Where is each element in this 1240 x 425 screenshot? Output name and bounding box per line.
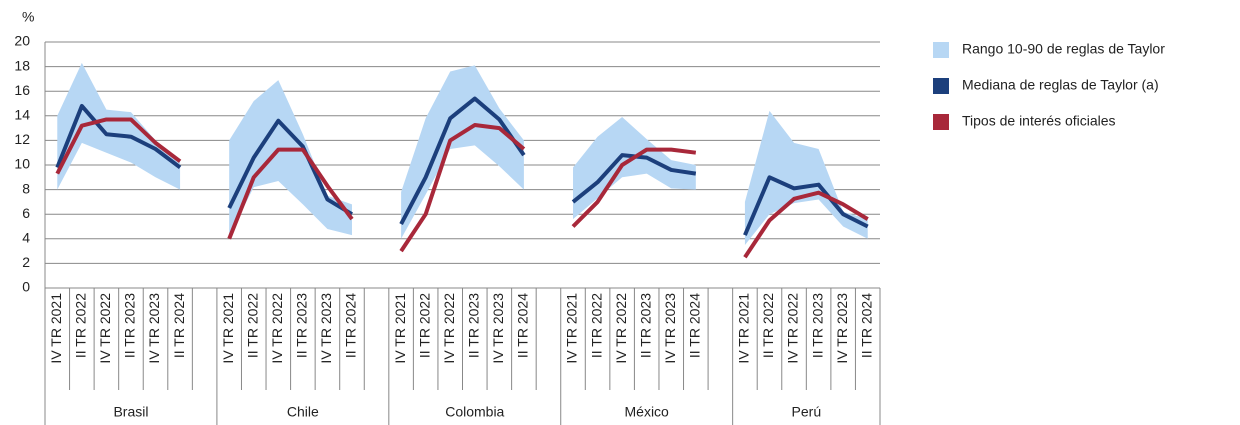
x-tick-label: II TR 2023: [294, 293, 310, 358]
x-tick-label: II TR 2024: [343, 293, 359, 358]
x-tick-label: IV TR 2022: [97, 293, 113, 364]
legend-label: Mediana de reglas de Taylor (a): [962, 77, 1159, 93]
group-label: Brasil: [113, 404, 148, 420]
x-tick-label: IV TR 2023: [146, 293, 162, 364]
y-tick-label: 2: [22, 254, 30, 270]
legend-label: Rango 10-90 de reglas de Taylor: [962, 41, 1165, 57]
x-tick-label: II TR 2023: [122, 293, 138, 358]
range-band: [57, 62, 181, 190]
range-band: [744, 110, 868, 245]
x-tick-label: IV TR 2023: [318, 293, 334, 364]
x-tick-label: IV TR 2023: [834, 293, 850, 364]
y-tick-label: 18: [14, 57, 30, 73]
x-tick-label: IV TR 2021: [392, 293, 408, 364]
group-label: México: [625, 404, 670, 420]
x-tick-label: II TR 2024: [171, 293, 187, 358]
x-tick-label: II TR 2023: [637, 293, 653, 358]
legend-swatch: [933, 42, 949, 58]
x-tick-label: IV TR 2022: [613, 293, 629, 364]
x-tick-label: IV TR 2022: [441, 293, 457, 364]
series-line: [55, 117, 869, 259]
series-line: [55, 96, 869, 236]
x-tick-label: IV TR 2022: [269, 293, 285, 364]
y-tick-label: 20: [14, 33, 30, 49]
y-tick-label: 14: [14, 107, 30, 123]
x-tick-label: II TR 2024: [687, 293, 703, 358]
x-tick-label: II TR 2023: [809, 293, 825, 358]
x-tick-label: II TR 2024: [858, 293, 874, 358]
x-tick-label: II TR 2022: [760, 293, 776, 358]
x-tick-label: IV TR 2023: [662, 293, 678, 364]
x-tick-label: II TR 2023: [465, 293, 481, 358]
y-tick-label: 4: [22, 230, 30, 246]
legend-swatch: [933, 78, 949, 94]
y-tick-label: 12: [14, 131, 30, 147]
y-tick-label: 16: [14, 82, 30, 98]
x-tick-label: IV TR 2021: [220, 293, 236, 364]
x-tick-label: IV TR 2023: [490, 293, 506, 364]
y-tick-label: 10: [14, 156, 30, 172]
group-label: Colombia: [445, 404, 504, 420]
legend-swatch: [933, 114, 949, 130]
x-tick-label: IV TR 2021: [48, 293, 64, 364]
range-band: [229, 80, 352, 237]
range-band: [401, 65, 524, 239]
group-label: Chile: [287, 404, 319, 420]
y-tick-label: 6: [22, 205, 30, 221]
x-tick-label: IV TR 2022: [785, 293, 801, 364]
x-tick-label: IV TR 2021: [564, 293, 580, 364]
range-band: [573, 117, 696, 220]
x-tick-label: II TR 2024: [515, 293, 531, 358]
x-tick-label: II TR 2022: [588, 293, 604, 358]
x-tick-label: IV TR 2021: [736, 293, 752, 364]
y-tick-label: 0: [22, 279, 30, 295]
x-tick-label: II TR 2022: [416, 293, 432, 358]
group-label: Perú: [792, 404, 822, 420]
x-tick-label: II TR 2022: [73, 293, 89, 358]
legend-label: Tipos de interés oficiales: [962, 113, 1116, 129]
y-tick-label: 8: [22, 180, 30, 196]
x-tick-label: II TR 2022: [244, 293, 260, 358]
y-axis-label: %: [22, 9, 34, 25]
